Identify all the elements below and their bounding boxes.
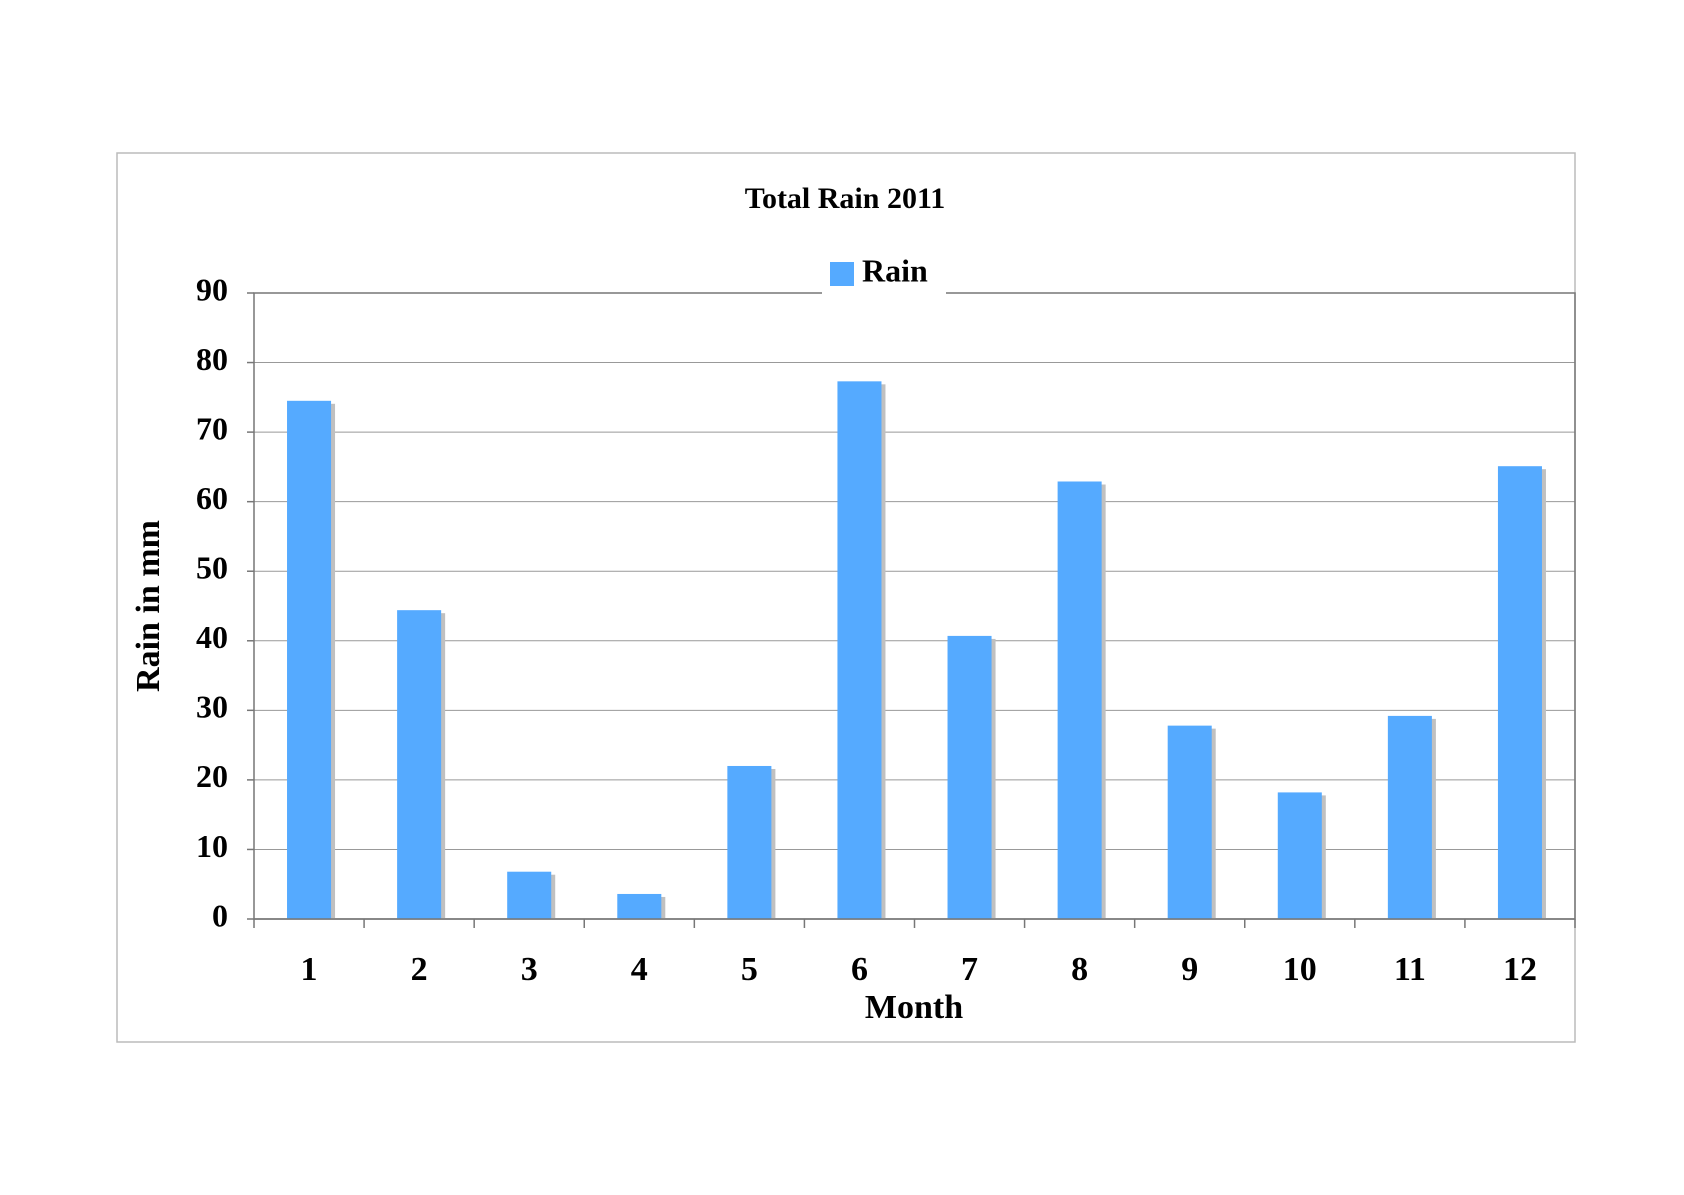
bar: [397, 610, 442, 919]
y-tick-label: 60: [196, 480, 228, 516]
bar: [507, 871, 552, 919]
x-tick-label: 1: [301, 951, 318, 988]
x-tick-label: 5: [741, 951, 758, 988]
bar: [727, 765, 772, 919]
y-tick-label: 70: [196, 410, 228, 446]
bar: [287, 400, 332, 919]
y-axis-label: Rain in mm: [130, 520, 167, 692]
bar: [1057, 481, 1102, 919]
x-tick-label: 4: [631, 951, 648, 988]
bar: [947, 635, 992, 919]
x-tick-label: 11: [1394, 951, 1426, 988]
bar: [837, 381, 882, 919]
legend-swatch: [830, 262, 854, 286]
x-tick-label: 9: [1181, 951, 1198, 988]
x-tick-label: 2: [411, 951, 428, 988]
bar: [1387, 715, 1432, 919]
y-tick-label: 40: [196, 619, 228, 655]
bar: [1277, 792, 1322, 919]
bar: [1497, 466, 1542, 919]
y-tick-label: 10: [196, 828, 228, 864]
y-tick-label: 30: [196, 689, 228, 725]
x-tick-label: 10: [1283, 951, 1317, 988]
y-tick-label: 80: [196, 341, 228, 377]
x-tick-label: 3: [521, 951, 538, 988]
x-tick-label: 7: [961, 951, 978, 988]
bar: [617, 893, 662, 919]
x-tick-label: 6: [851, 951, 868, 988]
y-tick-label: 90: [196, 271, 228, 307]
legend-label: Rain: [862, 252, 928, 288]
chart-title: Total Rain 2011: [745, 182, 946, 215]
y-tick-label: 0: [212, 897, 228, 933]
x-tick-label: 8: [1071, 951, 1088, 988]
y-tick-label: 20: [196, 758, 228, 794]
x-tick-label: 12: [1503, 951, 1537, 988]
y-tick-label: 50: [196, 550, 228, 586]
bar: [1167, 725, 1212, 919]
x-axis-label: Month: [865, 989, 963, 1026]
